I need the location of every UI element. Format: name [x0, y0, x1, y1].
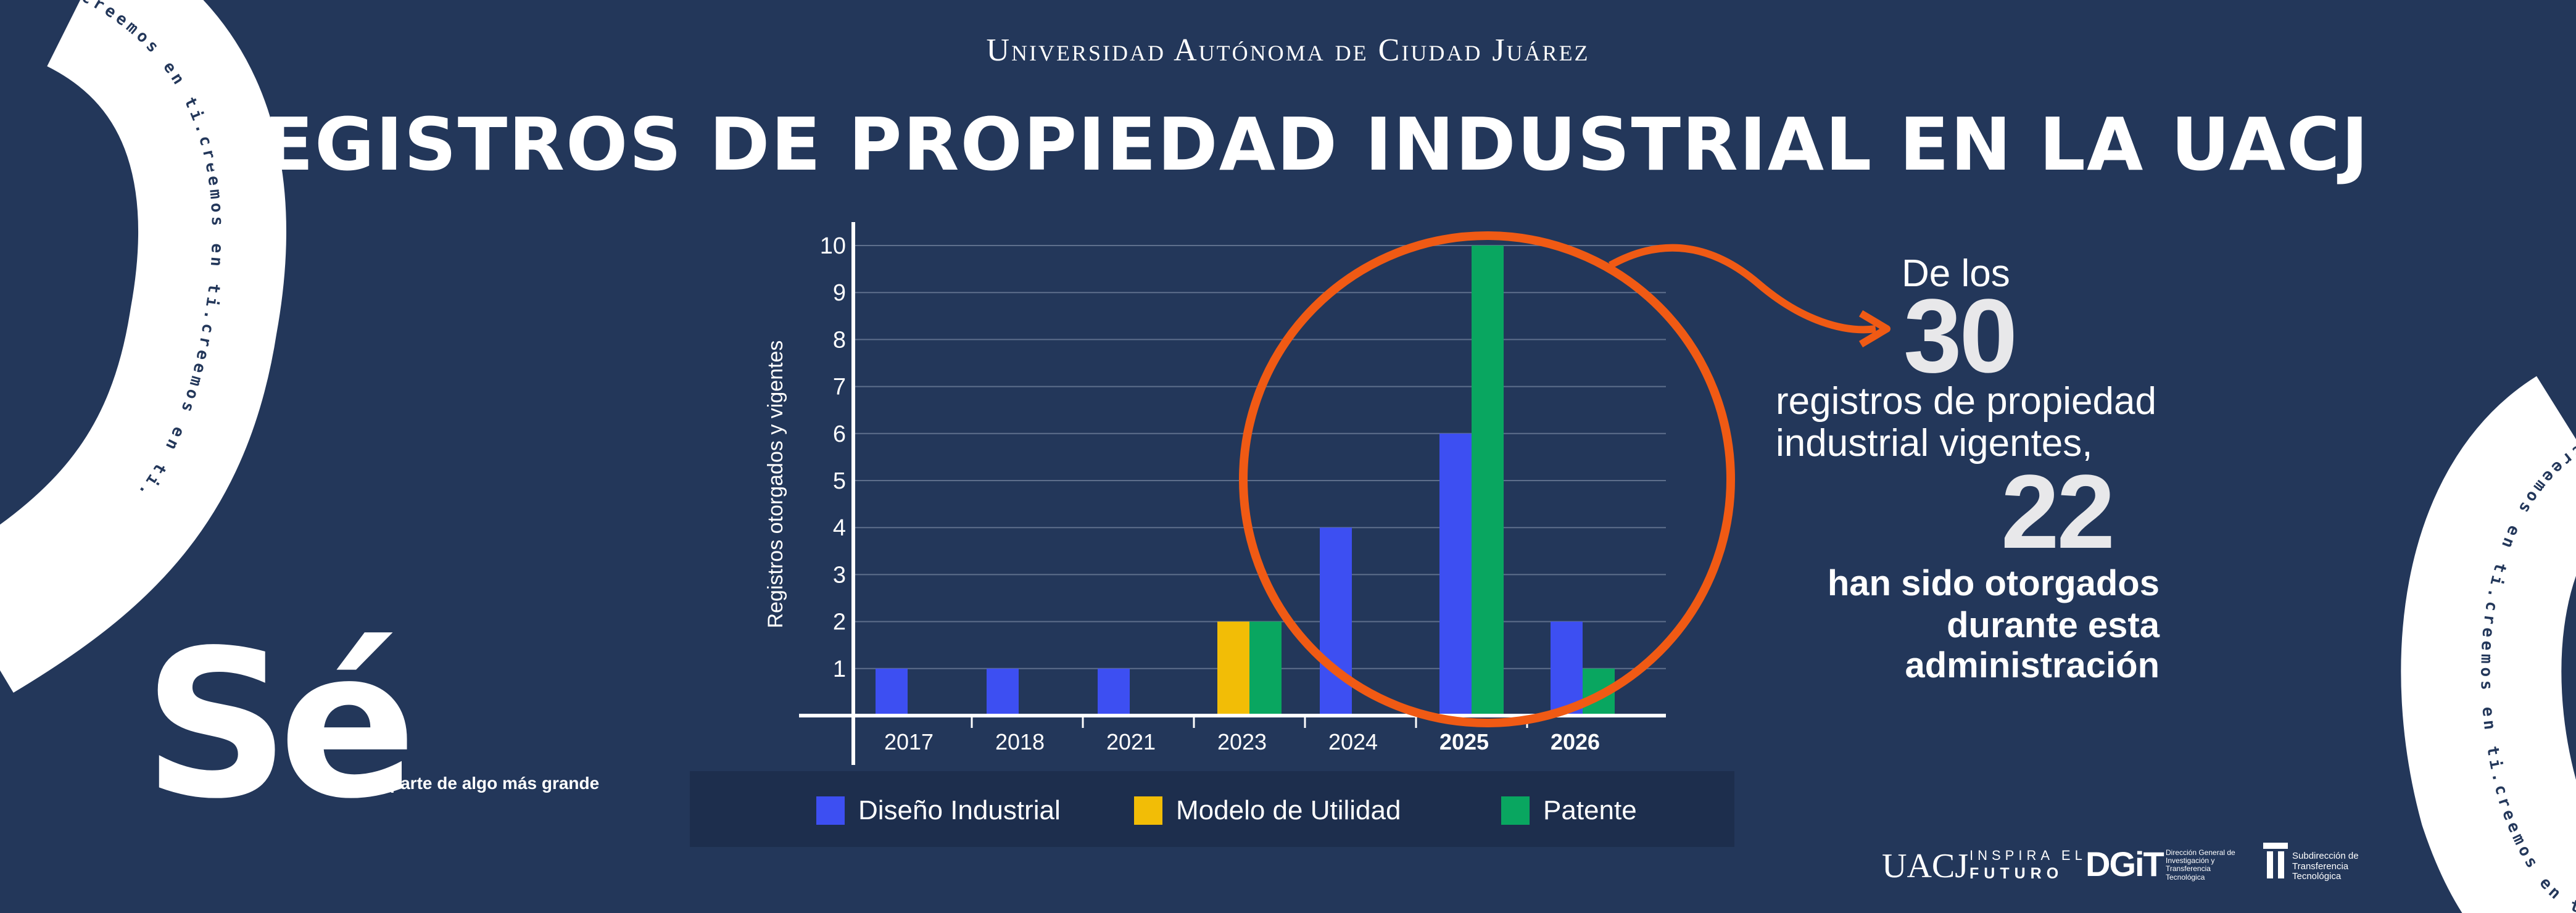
- y-tick-label: 2: [833, 609, 846, 635]
- y-tick-label: 5: [833, 468, 846, 494]
- x-tick-label: 2026: [1551, 729, 1600, 754]
- legend-box: [690, 771, 1734, 847]
- x-tick-label: 2023: [1217, 729, 1267, 754]
- y-tick-label: 4: [833, 515, 846, 541]
- bar-2023-modelo-de-utilidad: [1217, 621, 1249, 716]
- university-name: Universidad Autónoma de Ciudad Juárez: [986, 33, 1590, 68]
- summary-line2: registros de propiedad: [1776, 380, 2156, 423]
- bar-2026-diseño-industrial: [1551, 621, 1583, 716]
- inspira-line2: FUTURO: [1969, 865, 2064, 882]
- summary-line6: administración: [1905, 645, 2160, 685]
- legend-label: Patente: [1543, 795, 1637, 825]
- se-logo: Sé: [143, 606, 417, 843]
- left-ribbon: [0, 0, 286, 693]
- stt-subtitle: Subdirección de Transferencia Tecnológic…: [2292, 851, 2359, 882]
- right-ribbon: [2401, 376, 2576, 913]
- tagline: parte de algo más grande: [390, 774, 600, 793]
- bar-2025-patente: [1472, 246, 1504, 716]
- summary-granted: 22: [2001, 453, 2115, 571]
- uacj-logo: UACJ: [1882, 847, 1969, 885]
- bar-2021-diseño-industrial: [1098, 668, 1130, 716]
- y-tick-label: 7: [833, 374, 846, 400]
- legend-label: Modelo de Utilidad: [1176, 795, 1401, 825]
- y-tick-label: 10: [820, 233, 846, 259]
- x-tick-label: 2024: [1328, 729, 1378, 754]
- summary-line3: industrial vigentes,: [1776, 422, 2093, 465]
- x-tick-label: 2017: [884, 729, 934, 754]
- bar-2025-diseño-industrial: [1439, 433, 1472, 716]
- stt-logo-icon: [2263, 843, 2288, 878]
- callout-arrow: [1609, 244, 1876, 334]
- bar-2017-diseño-industrial: [876, 668, 908, 716]
- chart-grid: [853, 245, 1666, 669]
- y-axis-label: Registros otorgados y vigentes: [764, 341, 787, 629]
- bar-2018-diseño-industrial: [987, 668, 1019, 716]
- y-tick-label: 6: [833, 421, 846, 447]
- arrow-head-icon: [1858, 310, 1891, 348]
- highlight-circle: [1239, 231, 1735, 727]
- summary-total: 30: [1903, 278, 2018, 395]
- x-tick-labels: 2017 2018 2021 2023 2024 2025 2026: [884, 716, 1600, 754]
- x-tick-label: 2021: [1106, 729, 1156, 754]
- y-tick-label: 8: [833, 327, 846, 353]
- y-tick-labels: 1 2 3 4 5 6 7 8 9 10: [820, 233, 846, 682]
- bar-2024-diseño-industrial: [1320, 527, 1352, 716]
- chart-bars: [876, 246, 1615, 716]
- y-tick-label: 3: [833, 562, 846, 588]
- legend-label: Diseño Industrial: [858, 795, 1061, 825]
- legend-swatch: [1501, 796, 1530, 825]
- legend: Diseño Industrial Modelo de Utilidad Paten…: [816, 795, 1637, 825]
- legend-swatch: [1134, 796, 1162, 825]
- summary-line1: De los: [1902, 252, 2010, 295]
- dgit-logo: DGiT: [2085, 845, 2164, 883]
- summary-line4: han sido otorgados: [1827, 563, 2160, 603]
- page-title: REGISTROS DE PROPIEDAD INDUSTRIAL EN LA …: [206, 102, 2370, 187]
- x-tick-label: 2018: [995, 729, 1045, 754]
- legend-swatch: [816, 796, 845, 825]
- dgit-subtitle: Dirección General de Investigación y Tra…: [2166, 848, 2235, 882]
- bar-2023-patente: [1249, 621, 1282, 716]
- y-tick-label: 1: [833, 656, 846, 682]
- summary-line5: durante esta: [1947, 605, 2160, 645]
- x-tick-label: 2025: [1439, 729, 1489, 754]
- y-tick-label: 9: [833, 280, 846, 306]
- inspira-line1: INSPIRA EL: [1969, 848, 2087, 863]
